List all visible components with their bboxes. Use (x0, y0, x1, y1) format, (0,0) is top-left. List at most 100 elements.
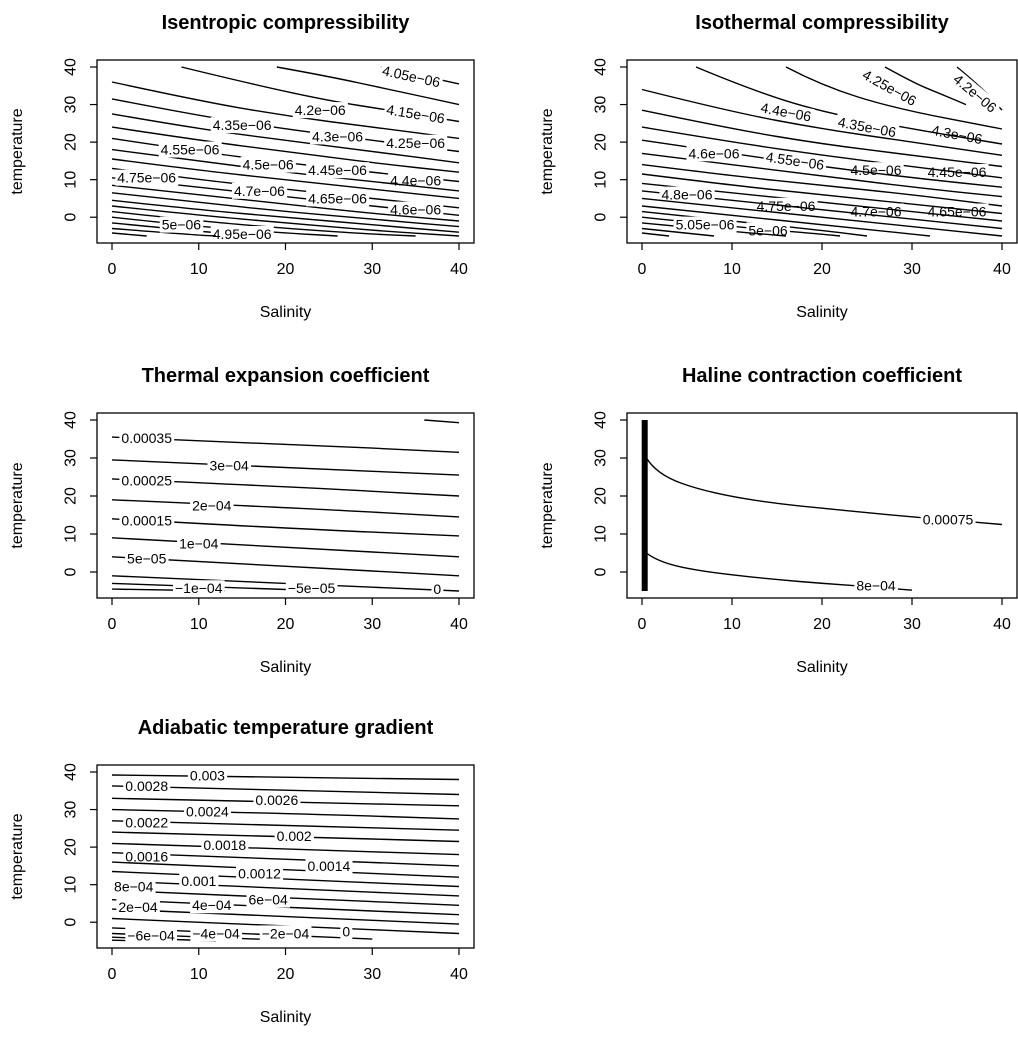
contour-label-group: 0.0022 (123, 814, 171, 831)
contour-label: 6e−04 (248, 892, 288, 908)
contour-label-group: 2e−04 (116, 899, 160, 916)
contour-label: 0.0026 (255, 792, 298, 808)
contour-label-bg (854, 577, 898, 594)
contour-label: −4e−04 (192, 925, 240, 941)
contour-label-bg (112, 878, 156, 895)
contour-label-bg (210, 117, 274, 134)
x-tick-label: 0 (108, 261, 117, 278)
x-tick-label: 10 (723, 616, 741, 633)
contour-label-group: 0.0012 (236, 865, 284, 882)
contour-line (111, 499, 460, 518)
x-tick-label: 0 (108, 616, 117, 633)
contour-label-group: 4.7e−06 (231, 182, 288, 199)
chart-title: Haline contraction coefficient (682, 365, 962, 387)
chart-title: Isentropic compressibility (162, 12, 411, 34)
contour-label-group: 2e−04 (190, 497, 234, 514)
contour-line (111, 537, 460, 558)
y-tick-label: 0 (63, 213, 80, 222)
y-tick-label: 10 (63, 171, 80, 189)
contour-line (641, 190, 1003, 230)
contour-label-bg (948, 69, 1002, 118)
x-tick-label: 40 (450, 966, 468, 983)
contour-label: 0.002 (277, 828, 312, 844)
contour-label-bg (119, 512, 175, 529)
x-tick-label: 30 (903, 261, 921, 278)
contour-label-group: 5e−06 (159, 216, 204, 233)
y-tick-label: 30 (593, 96, 610, 114)
contour-label: 0.0028 (125, 778, 168, 794)
contour-label-bg (253, 792, 301, 809)
contour-label-group: −1e−04 (173, 580, 225, 597)
contour-label: 3e−04 (209, 458, 249, 474)
x-tick-label: 40 (993, 616, 1011, 633)
contour-label-bg (184, 803, 232, 820)
contour-label-bg (246, 891, 291, 908)
contour-line (785, 66, 1003, 130)
contour-label-bg (190, 897, 234, 914)
chart-title: Adiabatic temperature gradient (138, 717, 434, 739)
contour-label: 4.45e−06 (308, 162, 367, 178)
contour-label-group: 4.75e−06 (115, 169, 179, 186)
contour-label-bg (159, 216, 204, 233)
contour-label-bg (757, 99, 815, 125)
contour-line (111, 227, 217, 237)
contour-line (641, 109, 1003, 168)
contour-label-group: 4.6e−06 (686, 145, 742, 162)
contour-label-bg (306, 162, 370, 179)
y-tick-label: 10 (63, 525, 80, 543)
contour-label-group: 4.95e−06 (210, 226, 274, 242)
y-tick-label: 40 (593, 411, 610, 429)
contour-label-bg (177, 535, 221, 552)
contour-label-bg (240, 156, 296, 173)
chart-panel: Isentropic compressibility4.05e−064.15e−… (9, 12, 475, 321)
contour-label-group: 8e−04 (854, 577, 898, 594)
contour-label-bg (762, 148, 828, 174)
contour-label: 4.75e−06 (117, 170, 176, 186)
contour-line (646, 552, 913, 591)
contour-label-bg (190, 925, 243, 942)
chart-title: Thermal expansion coefficient (142, 365, 430, 387)
contour-label-bg (123, 778, 171, 795)
x-tick-label: 30 (363, 616, 381, 633)
y-tick-label: 40 (63, 763, 80, 781)
contour-line (641, 152, 1003, 198)
contour-label: 0.0022 (125, 815, 168, 831)
x-tick-label: 10 (190, 616, 208, 633)
contour-line (641, 197, 1003, 237)
contour-label-group: 0.00075 (920, 511, 976, 528)
contour-label-group: 0 (340, 923, 353, 940)
contour-label-group: −5e−05 (285, 580, 338, 597)
contour-label-group: 0.002 (274, 827, 314, 844)
contour-label-bg (659, 186, 715, 203)
contour-label-bg (274, 827, 314, 844)
contour-line (111, 774, 460, 781)
y-axis-label: temperature (9, 108, 26, 194)
contour-label: 4.5e−06 (243, 157, 294, 173)
contour-label: 4.7e−06 (234, 183, 285, 199)
contour-label-group: 0.00035 (119, 430, 175, 447)
contour-line (111, 459, 460, 476)
contour-label: 4.7e−06 (851, 203, 902, 219)
contour-label-bg (848, 203, 904, 220)
x-tick-label: 10 (723, 261, 741, 278)
contour-label: −6e−04 (127, 927, 175, 943)
contour-label: 0.0016 (125, 848, 168, 864)
contour-label-group: 4.45e−06 (306, 162, 370, 179)
contour-label-group: 0.0014 (305, 857, 353, 874)
contour-label-bg (388, 201, 444, 218)
y-tick-label: 40 (63, 58, 80, 76)
contour-label: 0.001 (181, 873, 216, 889)
contour-label: 0 (342, 924, 350, 940)
contour-line (641, 88, 1003, 156)
x-tick-label: 30 (363, 261, 381, 278)
x-tick-label: 20 (277, 966, 295, 983)
x-axis-label: Salinity (796, 659, 848, 676)
contour-label: 4.35e−06 (213, 117, 272, 133)
contour-line (641, 227, 715, 237)
contour-label-bg (848, 162, 904, 179)
contour-line (641, 163, 1003, 207)
contour-line (111, 808, 460, 820)
contour-line (111, 831, 460, 843)
contour-label-group: 6e−04 (246, 891, 291, 908)
contour-label-bg (431, 581, 444, 597)
